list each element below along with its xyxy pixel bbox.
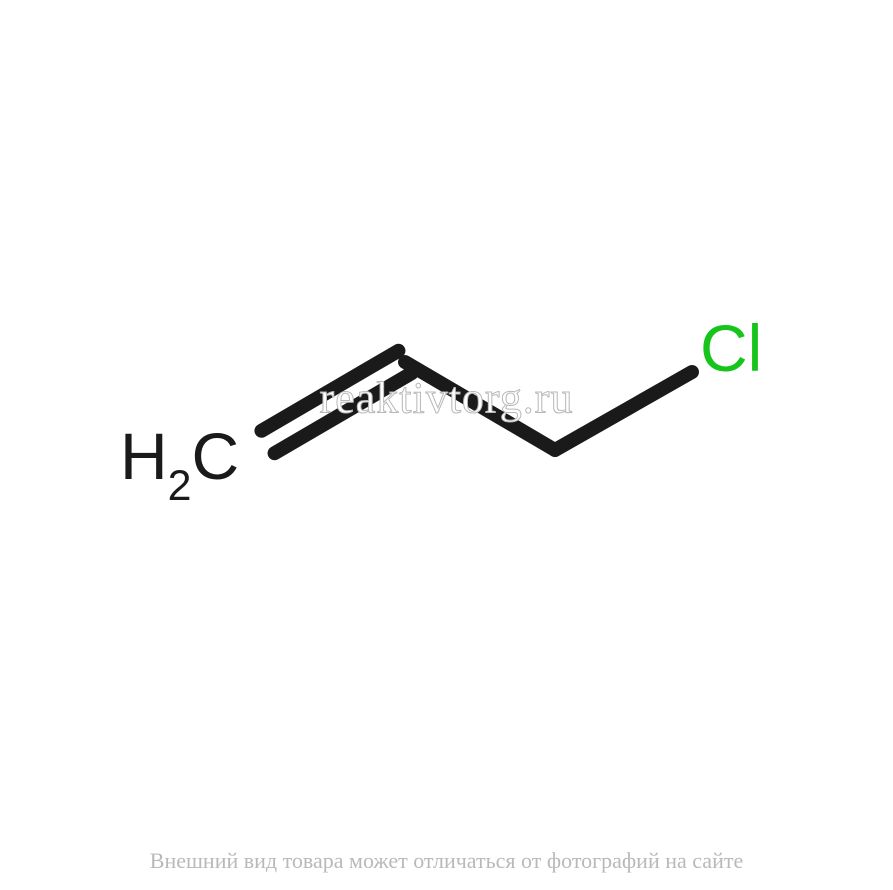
bond-c3-cl [555,372,692,450]
atom-label-h2c: H2C [120,423,239,501]
watermark-text: reaktivtorg.ru [320,373,574,424]
h2c-sub: 2 [168,462,192,510]
disclaimer-text: Внешний вид товара может отличаться от ф… [0,848,893,874]
h2c-C: C [192,419,240,493]
cl-text: Cl [700,311,762,385]
atom-label-cl: Cl [700,315,762,381]
structure-canvas: H2C Cl reaktivtorg.ru Внешний вид товара… [0,0,893,890]
h2c-H: H [120,419,168,493]
